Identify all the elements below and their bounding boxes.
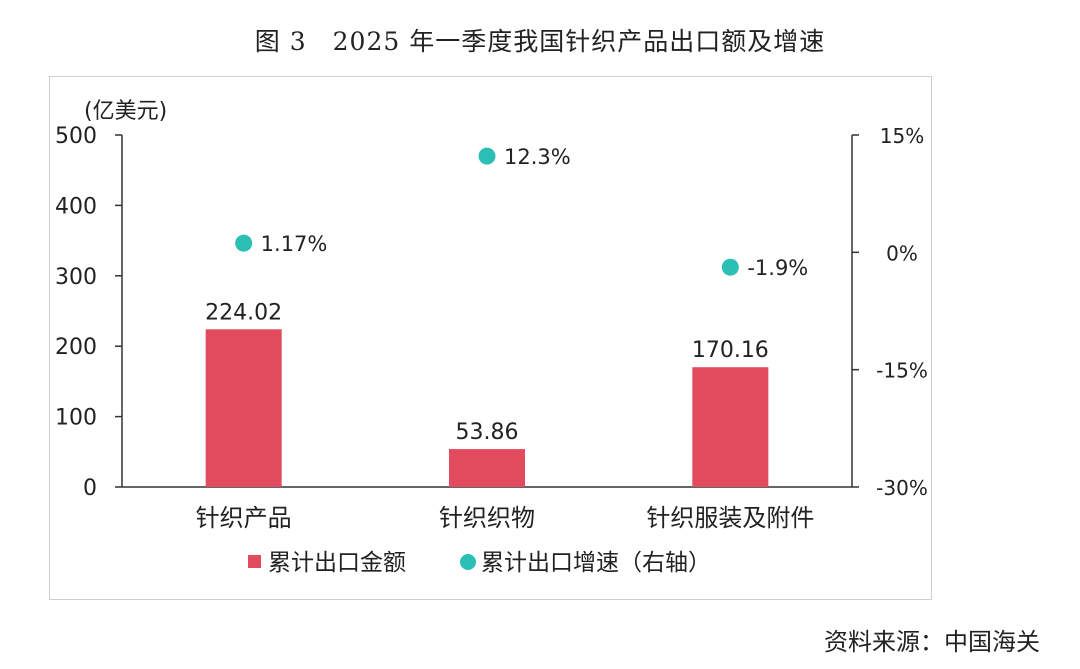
y-tick-label-left: 500 (55, 124, 97, 149)
y-tick-label-right: -30% (876, 476, 928, 500)
growth-point-2 (478, 147, 496, 165)
y-axis-unit-label: (亿美元) (84, 99, 167, 124)
y-tick-label-left: 100 (55, 406, 97, 431)
bar-value-label: 53.86 (456, 420, 519, 445)
y-tick-label-right: -15% (876, 359, 928, 383)
bar-value-label: 224.02 (205, 300, 282, 325)
y-tick-label-right: 15% (880, 124, 924, 148)
y-tick-label-left: 0 (83, 476, 97, 501)
y-tick-label-right: 0% (886, 241, 918, 265)
growth-point-1 (235, 234, 253, 252)
legend-bar-swatch (248, 555, 261, 568)
x-tick-label: 针织织物 (439, 504, 535, 532)
bar-value-label: 170.16 (692, 338, 769, 363)
bar-3 (692, 367, 769, 487)
bar-1 (205, 329, 282, 487)
y-tick-label-left: 300 (55, 265, 97, 290)
growth-value-label: 12.3% (504, 145, 571, 169)
plot-area: 0 100 200 300 400 500 15% 0% -15% -30% 224.02 针织产品 1… (55, 124, 928, 576)
growth-value-label: 1.17% (261, 232, 328, 256)
x-tick-label: 针织服装及附件 (646, 504, 814, 532)
legend-bar-label: 累计出口金额 (268, 550, 406, 576)
legend-dot-label: 累计出口增速（右轴） (481, 550, 711, 576)
source-note: 资料来源：中国海关 (824, 628, 1040, 656)
growth-point-3 (721, 258, 739, 276)
legend-dot-swatch (460, 554, 476, 570)
chart-title: 图 3 2025 年一季度我国针织产品出口额及增速 (254, 27, 826, 56)
y-tick-label-left: 400 (55, 194, 97, 219)
y-tick-label-left: 200 (55, 335, 97, 360)
x-tick-label: 针织产品 (196, 504, 292, 532)
growth-value-label: -1.9% (747, 256, 808, 280)
bar-2 (449, 449, 525, 487)
chart-frame (49, 76, 932, 600)
